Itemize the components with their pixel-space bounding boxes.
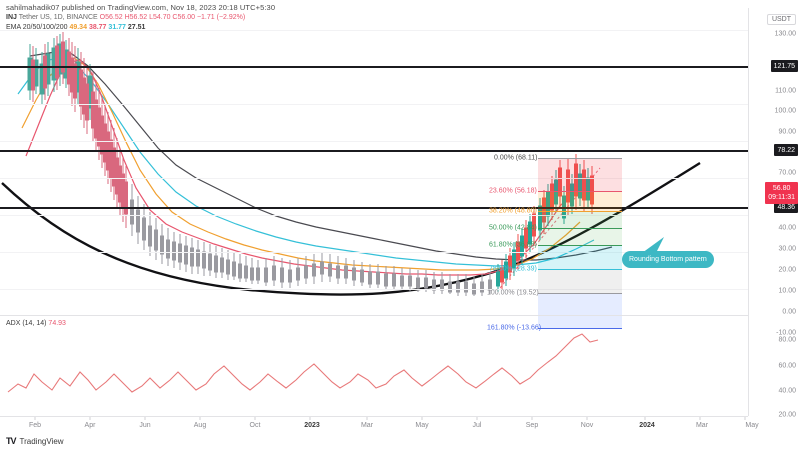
price-tick-90: 90.00 bbox=[778, 128, 796, 136]
candlestick-series bbox=[27, 32, 594, 296]
ema-200-value: 27.51 bbox=[127, 24, 146, 31]
tradingview-wordmark: TradingView bbox=[19, 436, 64, 446]
callout-tail-icon bbox=[642, 237, 664, 253]
fib-label-500: 50.00% (42.84) bbox=[489, 224, 537, 232]
symbol-legend-row[interactable]: INJ Tether US, 1D, BINANCE O56.52 H56.52… bbox=[6, 13, 245, 23]
publish-watermark: sahilmahadik07 published on TradingView.… bbox=[6, 3, 276, 12]
price-tick-20: 20.00 bbox=[778, 266, 796, 274]
time-label-apr-2022: Apr bbox=[84, 422, 96, 429]
resistance-line-121[interactable] bbox=[0, 66, 748, 68]
price-tick-100: 100.00 bbox=[774, 107, 796, 115]
price-tick-10: 10.00 bbox=[778, 287, 796, 295]
price-tick-130: 130.00 bbox=[774, 30, 796, 38]
price-badge-78: 78.22 bbox=[774, 144, 798, 156]
adx-line bbox=[7, 333, 599, 393]
time-label-oct-2022: Oct bbox=[249, 422, 261, 429]
ema-20-value: 49.34 bbox=[69, 24, 87, 31]
resistance-line-78[interactable] bbox=[0, 150, 748, 152]
ema-100-line bbox=[17, 57, 595, 267]
rounding-bottom-annotation[interactable]: Rounding Bottom pattern bbox=[622, 251, 714, 268]
fibonacci-retracement[interactable] bbox=[538, 158, 622, 329]
price-badge-121: 121.75 bbox=[770, 60, 798, 72]
adx-tick-60: 60.00 bbox=[778, 362, 796, 370]
adx-series-svg bbox=[7, 333, 599, 393]
ema-label: EMA 20/50/100/200 bbox=[6, 24, 68, 31]
time-label-aug-2022: Aug bbox=[193, 422, 207, 429]
tradingview-footer-logo[interactable]: TV TradingView bbox=[6, 436, 64, 446]
adx-name: ADX (14, 14) bbox=[6, 320, 47, 327]
price-tick-neg10: -10.00 bbox=[776, 329, 796, 337]
ema-legend-row[interactable]: EMA 20/50/100/200 49.34 38.77 31.77 27.5… bbox=[6, 23, 245, 33]
time-axis[interactable]: Feb Apr Jun Aug Oct 2023 Mar May Jul Sep… bbox=[0, 416, 759, 434]
price-badge-48: 48.36 bbox=[774, 201, 798, 213]
fib-label-1618: 161.80% (-13.66) bbox=[487, 324, 542, 332]
adx-value: 74.93 bbox=[48, 320, 66, 327]
chart-legend: INJ Tether US, 1D, BINANCE O56.52 H56.52… bbox=[6, 13, 245, 33]
symbol-name: INJ bbox=[6, 14, 17, 21]
adx-pane[interactable] bbox=[0, 316, 748, 416]
price-axis[interactable]: USDT 130.00 110.00 100.00 90.00 70.00 60… bbox=[748, 8, 800, 419]
time-label-2023: 2023 bbox=[304, 422, 320, 429]
adx-tick-80: 80.00 bbox=[778, 336, 796, 344]
price-series-svg bbox=[1, 32, 701, 296]
support-line-48[interactable] bbox=[0, 207, 748, 209]
ema-50-value: 38.77 bbox=[88, 24, 107, 31]
price-tick-0: 0.00 bbox=[782, 308, 796, 316]
pane-divider bbox=[0, 315, 748, 316]
ema-50-line bbox=[21, 57, 581, 271]
ema-100-value: 31.77 bbox=[108, 24, 126, 31]
fib-label-382: 38.20% (48.80) bbox=[489, 207, 537, 215]
price-tick-40: 40.00 bbox=[778, 224, 796, 232]
fib-label-786: 78.60% (28.39) bbox=[489, 265, 537, 273]
ohlc-values: O56.52 H56.52 L54.70 C56.00 −1.71 (−2.92… bbox=[99, 14, 246, 21]
fib-label-1000: 100.00% (19.52) bbox=[487, 289, 539, 297]
price-pane[interactable]: 0.00% (68.11) 23.60% (56.18) 38.20% (48.… bbox=[0, 8, 748, 332]
time-label-may-2023: May bbox=[415, 422, 429, 429]
live-price-badge[interactable]: 56.80 09:11:31 bbox=[765, 182, 798, 204]
currency-unit-label: USDT bbox=[766, 14, 796, 25]
fib-label-0: 0.00% (68.11) bbox=[494, 154, 538, 162]
time-label-2024: 2024 bbox=[639, 422, 655, 429]
live-price-value: 56.80 bbox=[772, 185, 791, 192]
time-label-nov-2023: Nov bbox=[580, 422, 594, 429]
adx-tick-20: 20.00 bbox=[778, 411, 796, 419]
time-label-feb-2022: Feb bbox=[28, 422, 42, 429]
price-tick-70: 70.00 bbox=[778, 169, 796, 177]
time-label-sep-2023: Sep bbox=[525, 422, 539, 429]
tradingview-mark-icon: TV bbox=[6, 436, 16, 446]
fib-label-236: 23.60% (56.18) bbox=[489, 187, 537, 195]
live-countdown: 09:11:31 bbox=[768, 194, 795, 201]
price-tick-30: 30.00 bbox=[778, 245, 796, 253]
adx-tick-40: 40.00 bbox=[778, 387, 796, 395]
price-tick-110: 110.00 bbox=[775, 87, 796, 95]
time-label-mar-2023: Mar bbox=[360, 422, 374, 429]
time-label-may-2024: May bbox=[745, 422, 759, 429]
symbol-meta: Tether US, 1D, BINANCE bbox=[16, 14, 98, 21]
time-label-jun-2022: Jun bbox=[139, 422, 151, 429]
time-label-mar-2024: Mar bbox=[695, 422, 709, 429]
adx-legend[interactable]: ADX (14, 14) 74.93 bbox=[6, 320, 66, 327]
fib-label-618: 61.80% (36.88) bbox=[489, 241, 537, 249]
time-label-jul-2023: Jul bbox=[472, 422, 482, 429]
